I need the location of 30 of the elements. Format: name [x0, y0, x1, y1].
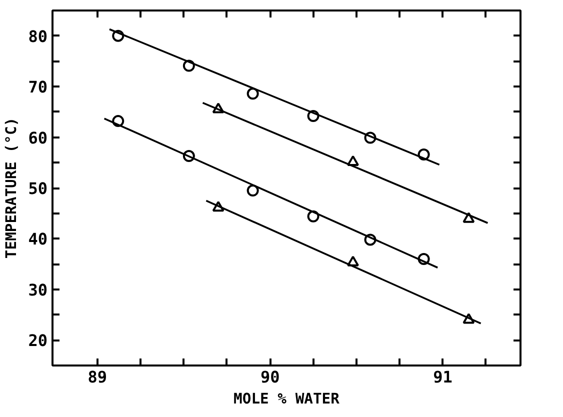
y-tick-label: 60: [28, 128, 48, 148]
point: [364, 132, 376, 144]
y-axis-title: TEMPERATURE (°C): [3, 117, 20, 259]
point: [346, 155, 359, 166]
y-tick-label: 40: [28, 230, 48, 249]
point: [182, 150, 195, 162]
point: [462, 212, 475, 223]
point: [346, 256, 359, 266]
point: [212, 201, 224, 212]
y-tick-label: 70: [28, 78, 48, 97]
point: [418, 148, 430, 161]
point: [462, 313, 475, 324]
point: [246, 88, 259, 100]
x-tick-label: 89: [88, 368, 108, 386]
point: [307, 210, 320, 222]
y-tick-label: 50: [28, 179, 48, 198]
x-axis-title: MOLE % WATER: [234, 390, 340, 408]
point: [182, 60, 195, 72]
y-tick-label: 20: [28, 331, 48, 350]
y-tick-label: 80: [28, 26, 48, 46]
point: [212, 102, 224, 114]
point: [418, 253, 430, 265]
x-tick-label: 91: [433, 368, 452, 386]
x-tick-label: 90: [260, 368, 280, 386]
point: [112, 115, 124, 128]
point: [246, 184, 259, 197]
point: [364, 234, 376, 246]
y-tick-label: 30: [28, 280, 48, 300]
point: [112, 30, 124, 42]
point: [307, 110, 320, 122]
